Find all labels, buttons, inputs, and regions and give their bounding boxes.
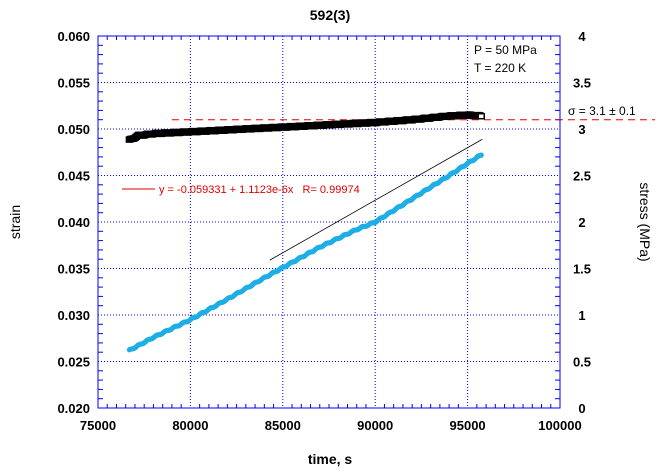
y2-tick-label: 3.5 (573, 76, 591, 91)
x-tick-label: 90000 (357, 418, 393, 433)
fit-line (269, 138, 483, 261)
y-tick-label: 0.060 (57, 29, 90, 44)
x-tick-label: 80000 (172, 418, 208, 433)
y-tick-label: 0.030 (57, 308, 90, 323)
fit-legend-text: y = -0.059331 + 1.1123e-6x R= 0.99974 (159, 184, 360, 196)
data-point (477, 112, 485, 120)
y2-tick-label: 1 (578, 308, 585, 323)
y2-tick-label: 0.5 (573, 355, 591, 370)
y2-tick-label: 3 (578, 122, 585, 137)
plot-frame (97, 35, 561, 409)
y2-axis-label: stress (MPa) (637, 182, 653, 261)
x-tick-label: 100000 (538, 418, 581, 433)
y2-tick-label: 0 (578, 401, 585, 416)
y-tick-label: 0.055 (57, 76, 90, 91)
x-tick-label: 95000 (450, 418, 486, 433)
y2-tick-label: 2 (578, 215, 585, 230)
y-tick-label: 0.035 (57, 262, 90, 277)
x-tick-label: 75000 (80, 418, 116, 433)
y-axis-label: strain (7, 205, 23, 239)
series-strain (126, 152, 484, 353)
annotation-temperature: T = 220 K (474, 61, 526, 75)
x-axis-label: time, s (308, 451, 353, 467)
y-tick-label: 0.050 (57, 122, 90, 137)
annotation-pressure: P = 50 MPa (474, 43, 537, 57)
chart-title: 592(3) (310, 7, 350, 23)
series-stress (125, 111, 485, 143)
y-tick-label: 0.040 (57, 215, 90, 230)
x-tick-label: 85000 (265, 418, 301, 433)
y2-tick-label: 1.5 (573, 262, 591, 277)
y2-tick-label: 2.5 (573, 169, 591, 184)
y-tick-label: 0.045 (57, 169, 90, 184)
data-point (478, 152, 484, 158)
y-tick-label: 0.020 (57, 401, 90, 416)
annotation-sigma: σ = 3.1 ± 0.1 (568, 104, 636, 118)
y-tick-label: 0.025 (57, 355, 90, 370)
y2-tick-label: 4 (578, 29, 586, 44)
